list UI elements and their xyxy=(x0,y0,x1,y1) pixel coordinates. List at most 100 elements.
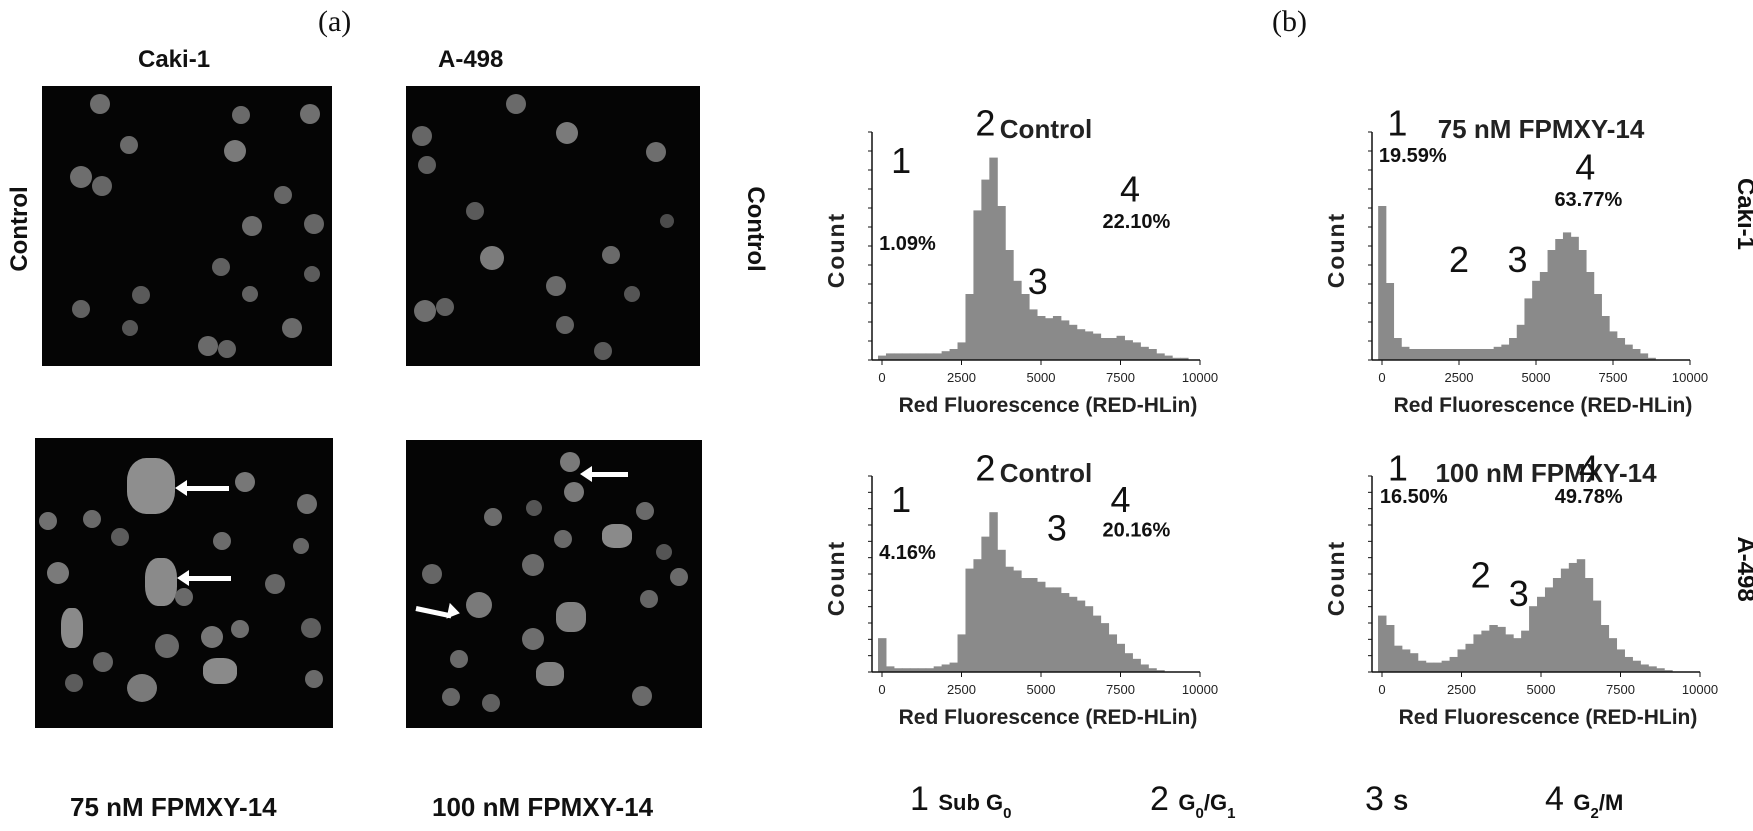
histogram-bar xyxy=(1401,649,1411,672)
x-tick-label: 7500 xyxy=(1106,682,1135,697)
nucleus xyxy=(564,482,584,502)
histogram-bar xyxy=(1586,272,1595,360)
nucleus xyxy=(70,166,92,188)
histogram-bar xyxy=(981,179,990,360)
histogram-bar xyxy=(1509,338,1518,360)
histogram-bar xyxy=(1648,666,1657,672)
nucleus xyxy=(594,342,612,360)
histogram-bar xyxy=(1568,562,1578,672)
histogram-bar xyxy=(1029,578,1038,672)
histogram-bar xyxy=(1100,623,1110,672)
nucleus xyxy=(201,626,223,648)
phase-number-label: 4 xyxy=(1579,452,1599,488)
nucleus xyxy=(212,258,230,276)
legend-label-tail: /M xyxy=(1598,790,1624,815)
histogram-bar xyxy=(1378,206,1387,360)
histogram-bar xyxy=(1505,634,1514,672)
histogram-bar xyxy=(1084,331,1094,360)
nucleus xyxy=(47,562,69,584)
histogram-bar xyxy=(878,638,887,672)
nucleus xyxy=(301,618,321,638)
histogram-bar xyxy=(1132,342,1141,360)
legend-label: G xyxy=(1178,790,1196,815)
histogram-bar xyxy=(1524,298,1533,360)
micrograph-a498-control xyxy=(406,86,700,366)
histogram-bar xyxy=(997,206,1006,360)
nucleus xyxy=(242,216,262,236)
legend-number: 2 xyxy=(1150,780,1169,818)
histogram-bar xyxy=(1037,316,1046,360)
histogram-bar xyxy=(1632,349,1641,360)
phase-number-label: 2 xyxy=(975,103,995,144)
histogram-bar xyxy=(1100,338,1110,360)
histogram-bar xyxy=(949,662,959,672)
x-tick-label: 7500 xyxy=(1599,370,1628,385)
phase-number-label: 2 xyxy=(1471,554,1491,595)
histogram-bar xyxy=(901,353,911,360)
nucleus xyxy=(480,246,504,270)
x-tick-label: 5000 xyxy=(1027,370,1056,385)
histogram-bar xyxy=(1529,606,1538,672)
legend-subscript: 0 xyxy=(1003,804,1012,822)
micrograph-a498-100nm xyxy=(406,440,702,728)
nucleus xyxy=(224,140,246,162)
histogram-bar xyxy=(1544,587,1554,672)
histogram-bar xyxy=(1013,280,1022,360)
histogram-bar xyxy=(1140,664,1149,672)
x-tick-label: 10000 xyxy=(1182,370,1218,385)
histogram-bar xyxy=(1449,656,1459,672)
histogram-bar xyxy=(909,353,919,360)
x-tick-label: 10000 xyxy=(1672,370,1708,385)
phase-number-label: 4 xyxy=(1575,147,1595,188)
histogram-bar xyxy=(1005,250,1014,360)
x-tick-label: 7500 xyxy=(1106,370,1135,385)
histogram-bar xyxy=(1401,346,1410,360)
nucleus xyxy=(640,590,658,608)
histogram-bar xyxy=(1060,320,1070,360)
phase-percent-label: 16.50% xyxy=(1380,486,1448,508)
x-tick-label: 0 xyxy=(878,370,885,385)
histogram-bar xyxy=(1624,656,1633,672)
histogram-bar xyxy=(1424,349,1433,360)
nucleus xyxy=(72,300,90,318)
histogram-bar xyxy=(1124,340,1133,360)
phase-number-label: 3 xyxy=(1028,261,1048,302)
nucleus xyxy=(83,510,101,528)
histogram-bar xyxy=(1378,615,1387,672)
arrow-head xyxy=(177,570,189,586)
micrograph-caki1-75nm xyxy=(35,438,333,728)
histogram-bar xyxy=(1576,559,1586,672)
histogram-bar xyxy=(1076,600,1086,672)
histogram-bar xyxy=(997,549,1006,672)
histogram-bar xyxy=(1148,668,1157,672)
nucleus xyxy=(450,650,468,668)
nucleus xyxy=(522,628,544,650)
histogram-bar xyxy=(1060,593,1070,672)
histogram-bar xyxy=(1029,309,1038,360)
phase-percent-label: 1.09% xyxy=(879,233,936,255)
histogram-bar xyxy=(1393,645,1403,672)
nucleus xyxy=(646,142,666,162)
nucleus xyxy=(632,686,652,706)
nucleus xyxy=(120,136,138,154)
histogram-bar xyxy=(941,351,951,360)
nucleus xyxy=(660,214,674,228)
legend-item-g0-g1: 2 G0/G1 xyxy=(1150,780,1235,822)
histogram-bar xyxy=(965,294,974,360)
histogram-bar xyxy=(1124,653,1133,672)
nucleus xyxy=(198,336,218,356)
x-tick-label: 2500 xyxy=(947,682,976,697)
histogram-bar xyxy=(1425,662,1435,672)
histogram-bar xyxy=(1532,280,1541,360)
histogram-bar xyxy=(1489,625,1498,672)
histogram-bar xyxy=(1052,587,1062,672)
nucleus xyxy=(213,532,231,550)
histogram-bar xyxy=(1156,353,1165,360)
nucleus xyxy=(482,694,500,712)
nucleus xyxy=(560,452,580,472)
nucleus xyxy=(155,634,179,658)
legend-number: 3 xyxy=(1365,780,1384,818)
histogram-a498-control: Control 0 2500 5000 7500 10000 Red Fluorescenc… xyxy=(823,452,1218,729)
nucleus xyxy=(418,156,436,174)
nucleus xyxy=(203,658,237,684)
